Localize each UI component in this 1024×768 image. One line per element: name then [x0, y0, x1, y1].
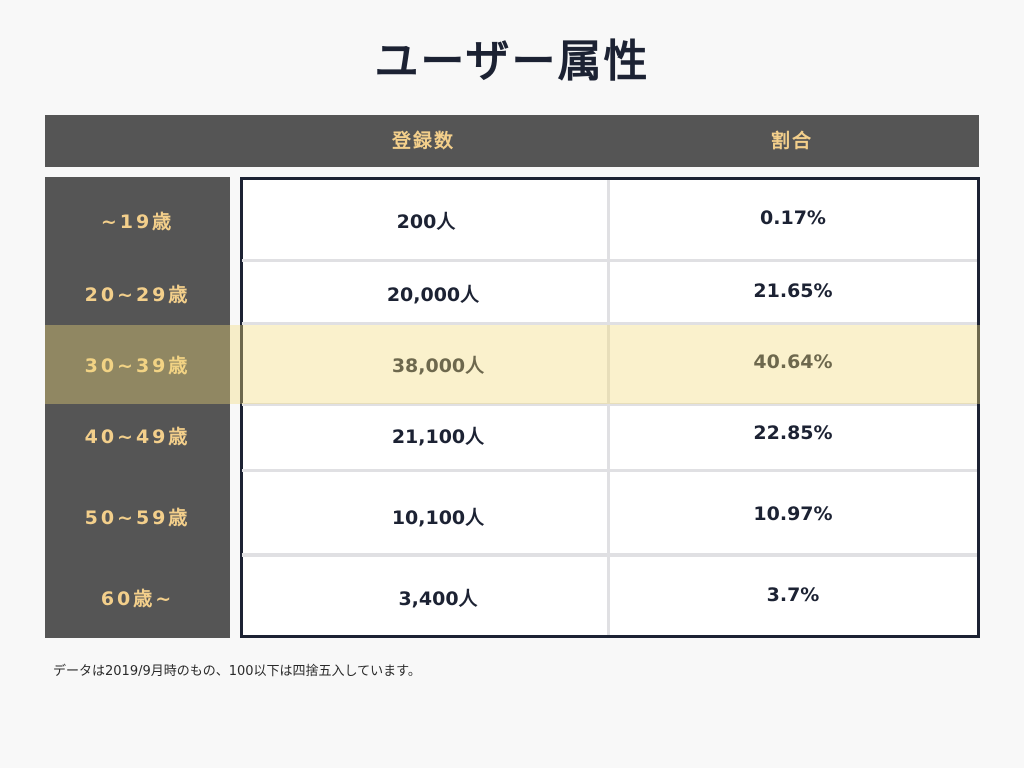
row-label: 40~49歳: [84, 426, 191, 448]
count-cell: 10,100人: [391, 507, 485, 529]
count-cell: 20,000人: [386, 284, 480, 306]
row-label: 50~59歳: [84, 507, 191, 529]
row-label-column: [45, 177, 230, 638]
ratio-cell: 21.65%: [753, 280, 833, 302]
count-cell: 200人: [396, 211, 456, 233]
ratio-cell: 3.7%: [766, 584, 820, 606]
data-grid: [240, 177, 980, 638]
ratio-cell: 0.17%: [760, 207, 826, 229]
count-cell: 38,000人: [391, 355, 485, 377]
count-cell: 21,100人: [391, 426, 485, 448]
ratio-cell: 10.97%: [753, 503, 833, 525]
ratio-cell: 22.85%: [753, 422, 833, 444]
column-header-ratio: 割合: [770, 130, 813, 152]
highlighted-row: [45, 325, 980, 404]
ratio-cell: 40.64%: [753, 351, 833, 373]
row-label: 20~29歳: [84, 284, 191, 306]
count-cell: 3,400人: [398, 588, 478, 610]
column-header-count: 登録数: [391, 130, 455, 152]
column-divider: [607, 180, 610, 635]
row-label: 60歳~: [100, 588, 175, 610]
page-title: ユーザー属性: [374, 36, 650, 87]
table-header: 登録数 割合: [45, 115, 979, 167]
footnote: データは2019/9月時のもの、100以下は四捨五入しています。: [53, 664, 421, 679]
row-label: ~19歳: [100, 211, 175, 233]
row-label: 30~39歳: [84, 355, 191, 377]
